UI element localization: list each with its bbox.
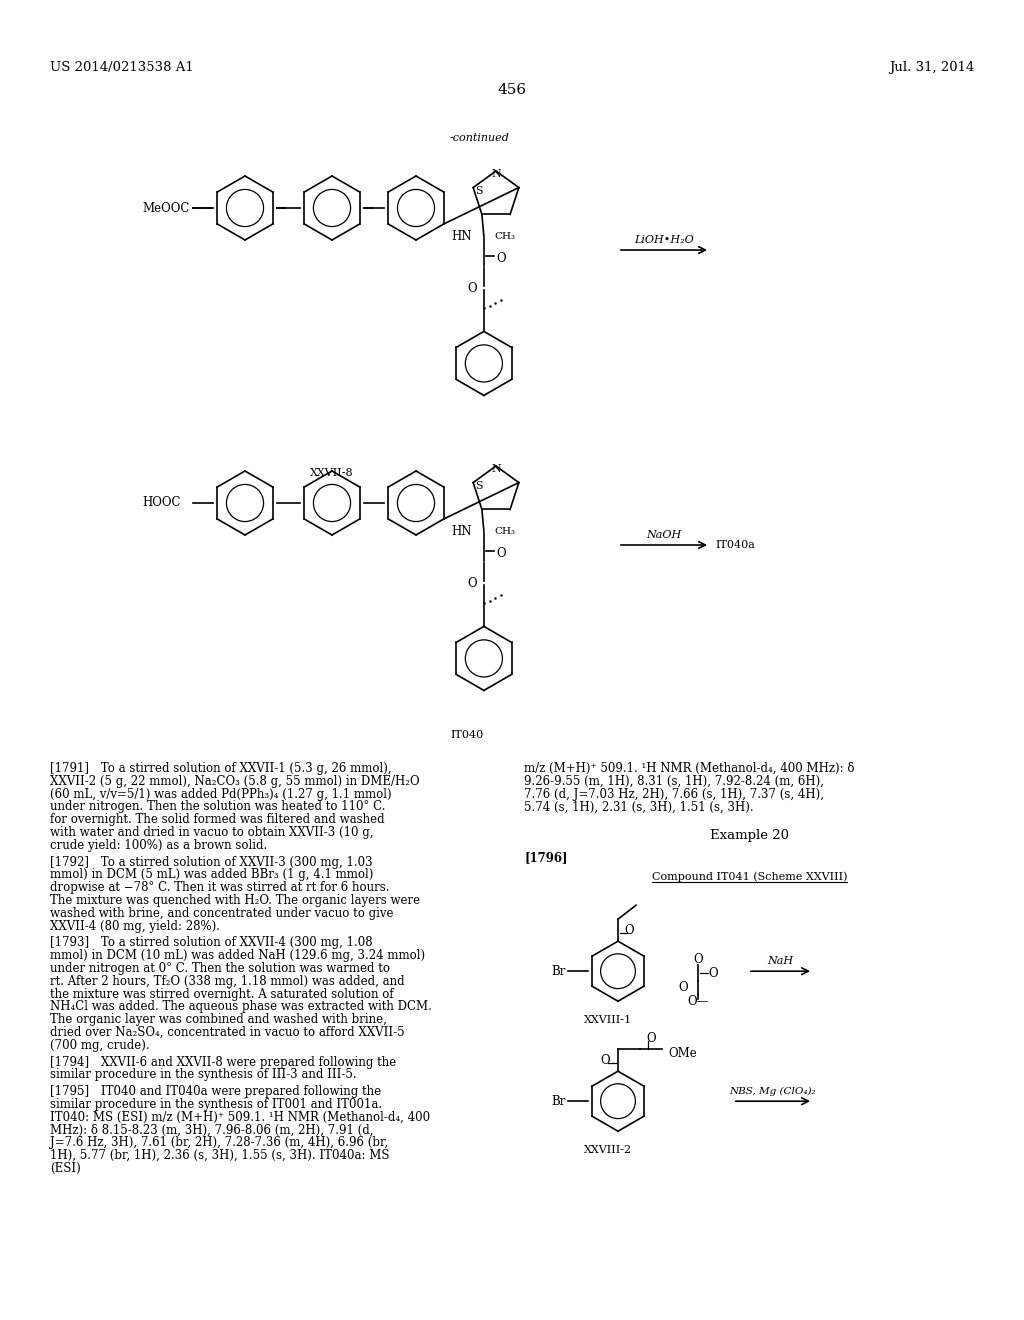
Text: XXVIII-2: XXVIII-2 <box>584 1146 632 1155</box>
Text: 9.26-9.55 (m, 1H), 8.31 (s, 1H), 7.92-8.24 (m, 6H),: 9.26-9.55 (m, 1H), 8.31 (s, 1H), 7.92-8.… <box>524 775 824 788</box>
Text: similar procedure in the synthesis of III-3 and III-5.: similar procedure in the synthesis of II… <box>50 1068 356 1081</box>
Text: [1791] To a stirred solution of XXVII-1 (5.3 g, 26 mmol),: [1791] To a stirred solution of XXVII-1 … <box>50 762 391 775</box>
Text: dried over Na₂SO₄, concentrated in vacuo to afford XXVII-5: dried over Na₂SO₄, concentrated in vacuo… <box>50 1026 404 1039</box>
Text: crude yield: 100%) as a brown solid.: crude yield: 100%) as a brown solid. <box>50 838 267 851</box>
Text: the mixture was stirred overnight. A saturated solution of: the mixture was stirred overnight. A sat… <box>50 987 393 1001</box>
Text: XXVII-8: XXVII-8 <box>310 469 353 478</box>
Text: [1794] XXVII-6 and XXVII-8 were prepared following the: [1794] XXVII-6 and XXVII-8 were prepared… <box>50 1056 396 1069</box>
Text: [1793] To a stirred solution of XXVII-4 (300 mg, 1.08: [1793] To a stirred solution of XXVII-4 … <box>50 936 373 949</box>
Text: (60 mL, v/v=5/1) was added Pd(PPh₃)₄ (1.27 g, 1.1 mmol): (60 mL, v/v=5/1) was added Pd(PPh₃)₄ (1.… <box>50 788 391 801</box>
Text: NaH: NaH <box>767 956 794 966</box>
Text: The mixture was quenched with H₂O. The organic layers were: The mixture was quenched with H₂O. The o… <box>50 894 420 907</box>
Text: 1H), 5.77 (br, 1H), 2.36 (s, 3H), 1.55 (s, 3H). IT040a: MS: 1H), 5.77 (br, 1H), 2.36 (s, 3H), 1.55 (… <box>50 1150 389 1162</box>
Text: S: S <box>475 186 482 195</box>
Text: Example 20: Example 20 <box>710 829 790 842</box>
Text: J=7.6 Hz, 3H), 7.61 (br, 2H), 7.28-7.36 (m, 4H), 6.96 (br,: J=7.6 Hz, 3H), 7.61 (br, 2H), 7.28-7.36 … <box>50 1137 388 1150</box>
Text: IT040: MS (ESI) m/z (M+H)⁺ 509.1. ¹H NMR (Methanol-d₄, 400: IT040: MS (ESI) m/z (M+H)⁺ 509.1. ¹H NMR… <box>50 1111 430 1123</box>
Text: under nitrogen at 0° C. Then the solution was warmed to: under nitrogen at 0° C. Then the solutio… <box>50 962 390 975</box>
Text: O: O <box>693 953 702 966</box>
Text: (ESI): (ESI) <box>50 1162 81 1175</box>
Text: HN: HN <box>452 230 472 243</box>
Text: Jul. 31, 2014: Jul. 31, 2014 <box>889 62 974 74</box>
Text: similar procedure in the synthesis of IT001 and IT001a.: similar procedure in the synthesis of IT… <box>50 1098 382 1111</box>
Text: [1792] To a stirred solution of XXVII-3 (300 mg, 1.03: [1792] To a stirred solution of XXVII-3 … <box>50 855 373 869</box>
Text: O: O <box>678 981 688 994</box>
Text: LiOH•H₂O: LiOH•H₂O <box>634 235 694 246</box>
Text: mmol) in DCM (5 mL) was added BBr₃ (1 g, 4.1 mmol): mmol) in DCM (5 mL) was added BBr₃ (1 g,… <box>50 869 374 882</box>
Text: 7.76 (d, J=7.03 Hz, 2H), 7.66 (s, 1H), 7.37 (s, 4H),: 7.76 (d, J=7.03 Hz, 2H), 7.66 (s, 1H), 7… <box>524 788 824 801</box>
Text: [1796]: [1796] <box>524 851 567 865</box>
Text: O: O <box>496 546 506 560</box>
Text: under nitrogen. Then the solution was heated to 110° C.: under nitrogen. Then the solution was he… <box>50 800 385 813</box>
Text: S: S <box>475 480 482 491</box>
Text: IT040: IT040 <box>450 730 483 741</box>
Text: MeOOC: MeOOC <box>142 202 189 214</box>
Text: (700 mg, crude).: (700 mg, crude). <box>50 1039 150 1052</box>
Text: O: O <box>708 966 718 979</box>
Text: XXVII-4 (80 mg, yield: 28%).: XXVII-4 (80 mg, yield: 28%). <box>50 920 220 933</box>
Text: XXVIII-1: XXVIII-1 <box>584 1015 632 1026</box>
Text: washed with brine, and concentrated under vacuo to give: washed with brine, and concentrated unde… <box>50 907 393 920</box>
Text: 5.74 (s, 1H), 2.31 (s, 3H), 1.51 (s, 3H).: 5.74 (s, 1H), 2.31 (s, 3H), 1.51 (s, 3H)… <box>524 800 754 813</box>
Text: mmol) in DCM (10 mL) was added NaH (129.6 mg, 3.24 mmol): mmol) in DCM (10 mL) was added NaH (129.… <box>50 949 425 962</box>
Text: CH₃: CH₃ <box>495 528 516 536</box>
Text: HOOC: HOOC <box>142 496 180 510</box>
Text: 456: 456 <box>498 83 526 96</box>
Text: The organic layer was combined and washed with brine,: The organic layer was combined and washe… <box>50 1014 387 1026</box>
Text: NH₄Cl was added. The aqueous phase was extracted with DCM.: NH₄Cl was added. The aqueous phase was e… <box>50 1001 432 1014</box>
Text: N: N <box>492 169 501 180</box>
Text: NaOH: NaOH <box>646 531 682 540</box>
Text: O: O <box>467 282 477 294</box>
Text: N: N <box>492 465 501 474</box>
Text: Br: Br <box>552 1094 566 1107</box>
Text: HN: HN <box>452 525 472 539</box>
Text: rt. After 2 hours, Tf₂O (338 mg, 1.18 mmol) was added, and: rt. After 2 hours, Tf₂O (338 mg, 1.18 mm… <box>50 974 404 987</box>
Text: [1795] IT040 and IT040a were prepared following the: [1795] IT040 and IT040a were prepared fo… <box>50 1085 381 1098</box>
Text: dropwise at −78° C. Then it was stirred at rt for 6 hours.: dropwise at −78° C. Then it was stirred … <box>50 882 389 894</box>
Text: Compound IT041 (Scheme XXVIII): Compound IT041 (Scheme XXVIII) <box>651 871 847 882</box>
Text: MHz): δ 8.15-8.23 (m, 3H), 7.96-8.06 (m, 2H), 7.91 (d,: MHz): δ 8.15-8.23 (m, 3H), 7.96-8.06 (m,… <box>50 1123 374 1137</box>
Text: O: O <box>467 577 477 590</box>
Text: O—: O— <box>687 995 709 1007</box>
Text: US 2014/0213538 A1: US 2014/0213538 A1 <box>50 62 194 74</box>
Text: OMe: OMe <box>668 1047 696 1060</box>
Text: for overnight. The solid formed was filtered and washed: for overnight. The solid formed was filt… <box>50 813 385 826</box>
Text: IT040a: IT040a <box>715 540 755 550</box>
Text: m/z (M+H)⁺ 509.1. ¹H NMR (Methanol-d₄, 400 MHz): δ: m/z (M+H)⁺ 509.1. ¹H NMR (Methanol-d₄, 4… <box>524 762 854 775</box>
Text: NBS, Mg (ClO₄)₂: NBS, Mg (ClO₄)₂ <box>730 1086 816 1096</box>
Text: O: O <box>646 1032 655 1044</box>
Text: O: O <box>624 924 634 937</box>
Text: O: O <box>600 1053 610 1067</box>
Text: Br: Br <box>552 965 566 978</box>
Text: CH₃: CH₃ <box>495 232 516 242</box>
Text: with water and dried in vacuo to obtain XXVII-3 (10 g,: with water and dried in vacuo to obtain … <box>50 826 374 840</box>
Text: XXVII-2 (5 g, 22 mmol), Na₂CO₃ (5.8 g, 55 mmol) in DME/H₂O: XXVII-2 (5 g, 22 mmol), Na₂CO₃ (5.8 g, 5… <box>50 775 420 788</box>
Text: O: O <box>496 252 506 265</box>
Text: -continued: -continued <box>450 133 510 143</box>
